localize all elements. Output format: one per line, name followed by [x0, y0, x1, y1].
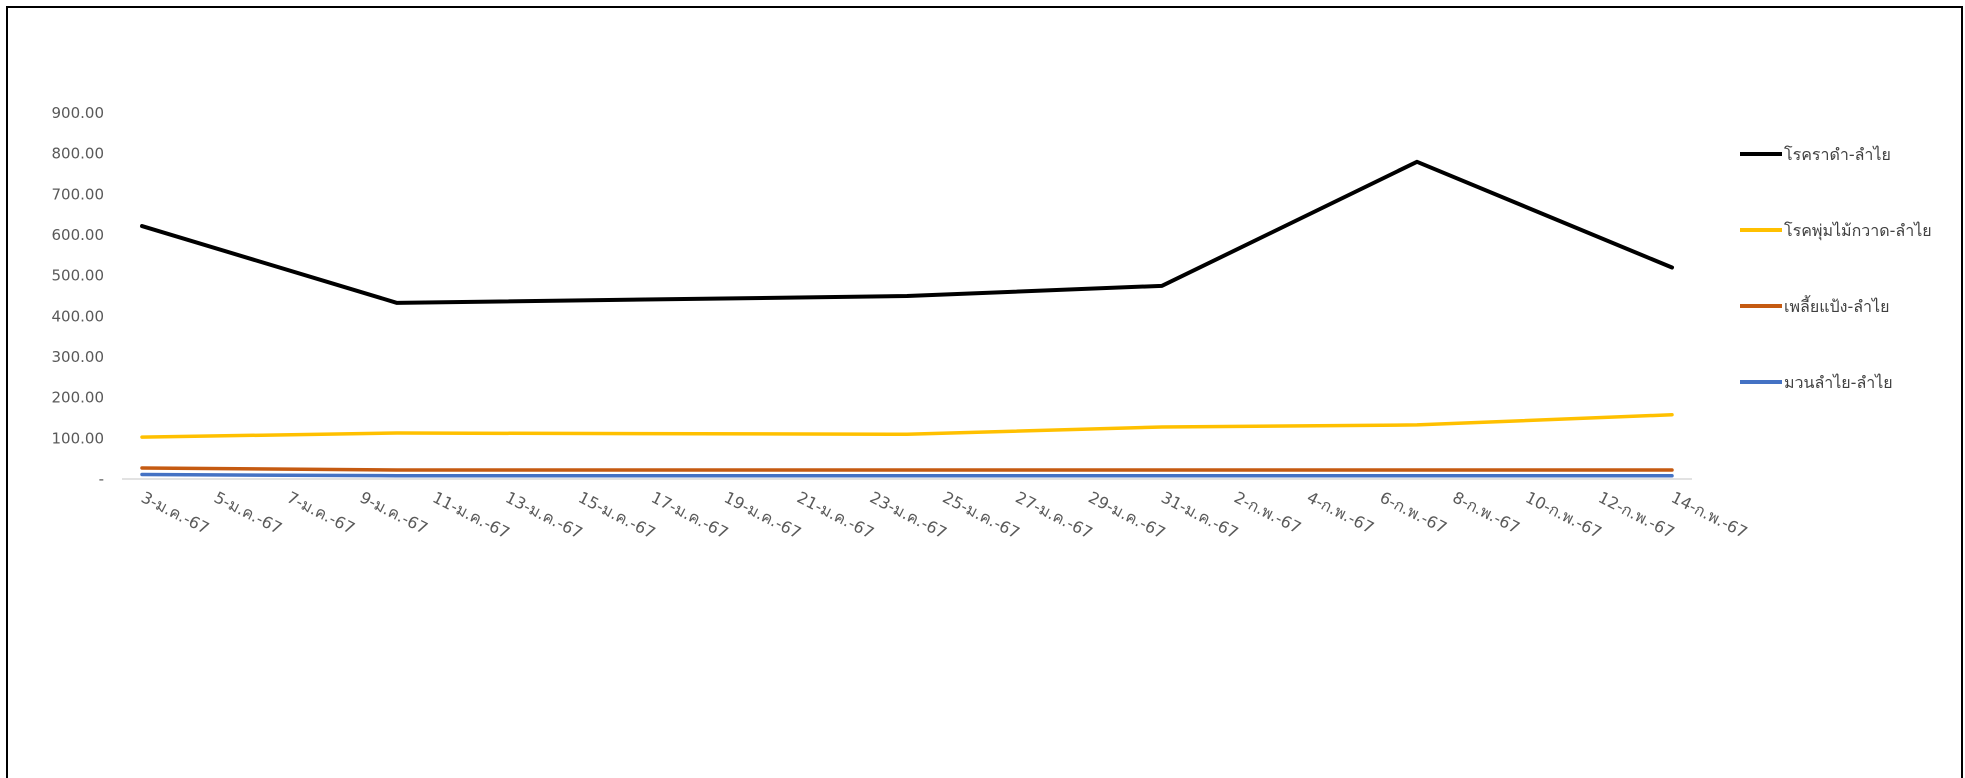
x-tick-label: 13-ม.ค.-67 — [502, 488, 585, 543]
y-tick-label: 400.00 — [52, 307, 105, 325]
x-tick-label: 3-ม.ค.-67 — [138, 488, 212, 538]
x-tick-label: 4-ก.พ.-67 — [1304, 488, 1377, 538]
x-tick-label: 6-ก.พ.-67 — [1377, 488, 1450, 538]
series-line — [140, 472, 1674, 478]
x-tick-label: 31-ม.ค.-67 — [1158, 488, 1241, 543]
x-tick-label: 7-ม.ค.-67 — [284, 488, 358, 538]
x-tick-label: 27-ม.ค.-67 — [1012, 488, 1095, 543]
y-tick-label: 200.00 — [52, 389, 105, 407]
y-tick-label: - — [99, 470, 104, 488]
y-tick-label: 800.00 — [52, 145, 105, 163]
series-line — [140, 159, 1674, 305]
y-tick-label: 100.00 — [52, 429, 105, 447]
x-tick-label: 5-ม.ค.-67 — [211, 488, 285, 538]
y-tick-label: 900.00 — [52, 104, 105, 122]
legend-label: โรคพุ่มไม้กวาด-ลำไย — [1784, 221, 1932, 241]
series-line — [140, 412, 1674, 439]
y-axis-ticks: - 100.00 200.00 300.00 400.00 500.00 600.00 700… — [52, 104, 105, 488]
legend-label: มวนลำไย-ลำไย — [1784, 373, 1893, 392]
x-tick-label: 11-ม.ค.-67 — [430, 488, 513, 543]
x-tick-label: 12-ก.พ.-67 — [1595, 488, 1677, 542]
chart-frame — [6, 6, 1963, 778]
x-tick-label: 23-ม.ค.-67 — [867, 488, 950, 543]
x-tick-label: 21-ม.ค.-67 — [794, 488, 877, 543]
x-tick-label: 9-ม.ค.-67 — [357, 488, 431, 538]
x-tick-label: 15-ม.ค.-67 — [575, 488, 658, 543]
legend-label: โรคราดำ-ลำไย — [1784, 145, 1891, 164]
x-tick-label: 17-ม.ค.-67 — [648, 488, 731, 543]
y-tick-label: 700.00 — [52, 185, 105, 203]
x-tick-label: 19-ม.ค.-67 — [721, 488, 804, 543]
legend: โรคราดำ-ลำไยโรคพุ่มไม้กวาด-ลำไยเพลี้ยแป้… — [1740, 145, 1932, 392]
series-line — [140, 466, 1674, 472]
x-tick-label: 29-ม.ค.-67 — [1085, 488, 1168, 543]
y-tick-label: 500.00 — [52, 267, 105, 285]
legend-label: เพลี้ยแป้ง-ลำไย — [1784, 295, 1889, 316]
x-tick-label: 2-ก.พ.-67 — [1231, 488, 1304, 538]
x-tick-label: 8-ก.พ.-67 — [1450, 488, 1523, 538]
x-tick-label: 10-ก.พ.-67 — [1522, 488, 1604, 542]
y-tick-label: 600.00 — [52, 226, 105, 244]
x-tick-label: 25-ม.ค.-67 — [940, 488, 1023, 543]
x-axis-ticks: 3-ม.ค.-675-ม.ค.-677-ม.ค.-679-ม.ค.-6711-ม… — [138, 488, 1750, 543]
y-tick-label: 300.00 — [52, 348, 105, 366]
series-lines — [140, 159, 1674, 478]
x-tick-label: 14-ก.พ.-67 — [1668, 488, 1750, 542]
